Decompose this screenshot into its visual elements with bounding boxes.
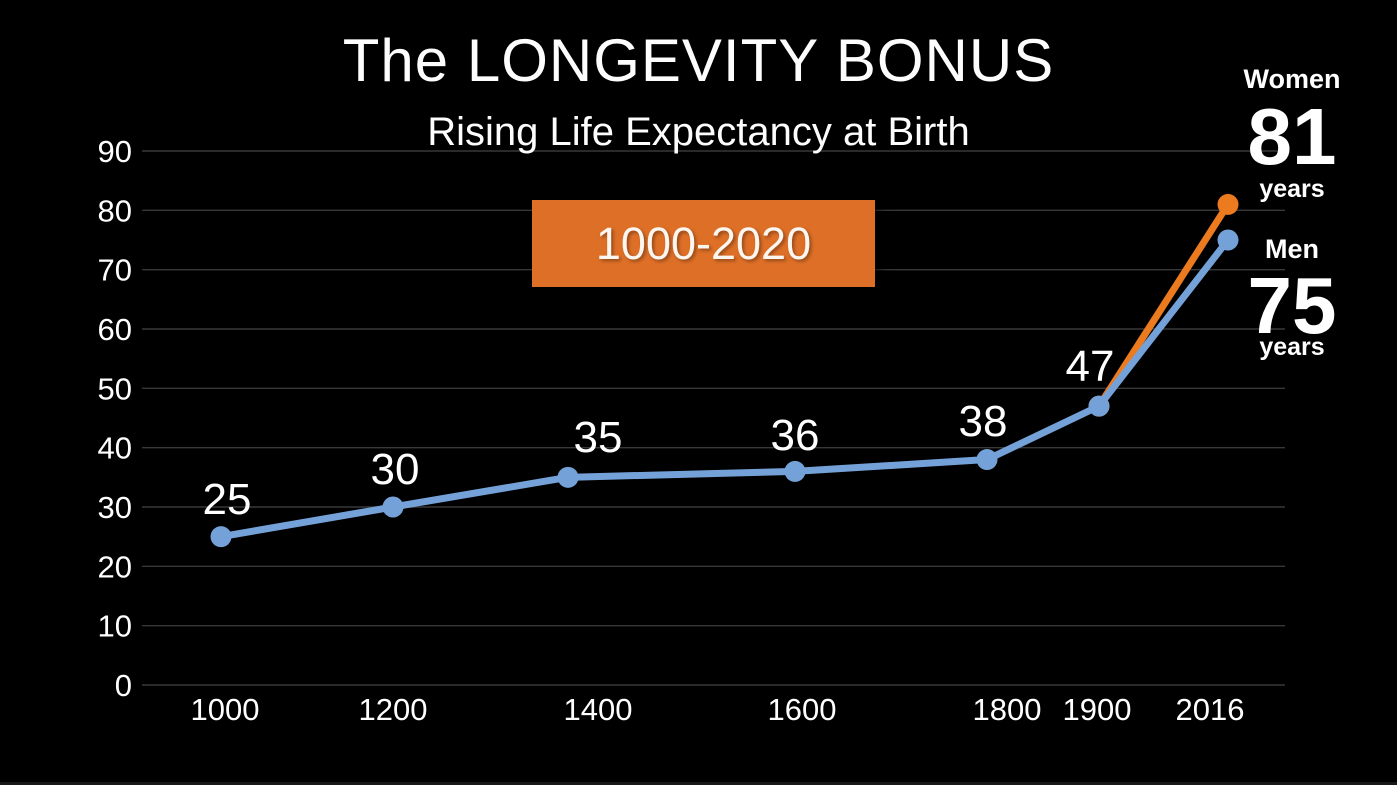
period-badge: 1000-2020 [532, 200, 875, 287]
y-axis-tick-label: 30 [98, 490, 132, 525]
women-series-label: Women [1243, 64, 1341, 94]
x-axis-tick-label: 1800 [973, 692, 1042, 727]
y-axis-tick-label: 60 [98, 312, 132, 347]
data-point-label: 47 [1066, 342, 1115, 391]
men-series-label: Men [1265, 234, 1319, 264]
y-axis-tick-label: 0 [115, 668, 132, 703]
men-unit-label: years [1259, 333, 1325, 361]
series-men-marker [210, 526, 232, 548]
data-point-label: 30 [371, 445, 420, 494]
y-axis-tick-label: 40 [98, 431, 132, 466]
chart-subtitle: Rising Life Expectancy at Birth [427, 110, 970, 154]
x-axis-tick-label: 1900 [1063, 692, 1132, 727]
series-women-line [1095, 200, 1232, 410]
y-axis-tick-label: 80 [98, 193, 132, 228]
series-men-marker [1217, 229, 1239, 251]
y-axis-tick-label: 70 [98, 253, 132, 288]
chart-title: The LONGEVITY BONUS [342, 27, 1055, 94]
y-axis-tick-label: 10 [98, 609, 132, 644]
men-value: 75 [1247, 261, 1337, 350]
period-badge-label: 1000-2020 [595, 217, 812, 269]
series-men-marker [784, 460, 806, 482]
series-women-marker [1217, 193, 1239, 215]
x-axis-tick-label: 1200 [359, 692, 428, 727]
y-axis-tick-label: 20 [98, 549, 132, 584]
bottom-edge-strip [0, 782, 1397, 785]
women-unit-label: years [1259, 175, 1325, 203]
x-axis-tick-label: 1400 [564, 692, 633, 727]
x-axis-tick-label: 1000 [191, 692, 260, 727]
series-men-marker [1088, 395, 1110, 417]
series-annotations: Women 81 years Men 75 years [1240, 0, 1344, 785]
series-men-marker [382, 496, 404, 518]
y-axis-tick-label: 90 [98, 134, 132, 169]
x-axis-tick-label: 2016 [1176, 692, 1245, 727]
data-point-label: 36 [771, 411, 820, 460]
data-point-label: 38 [959, 397, 1008, 446]
data-point-label: 25 [203, 475, 252, 524]
x-axis-tick-label: 1600 [768, 692, 837, 727]
data-point-label: 35 [574, 413, 623, 462]
series-men-marker [557, 466, 579, 488]
women-value: 81 [1247, 92, 1337, 181]
series-men-marker [976, 449, 998, 471]
y-axis-tick-label: 50 [98, 371, 132, 406]
